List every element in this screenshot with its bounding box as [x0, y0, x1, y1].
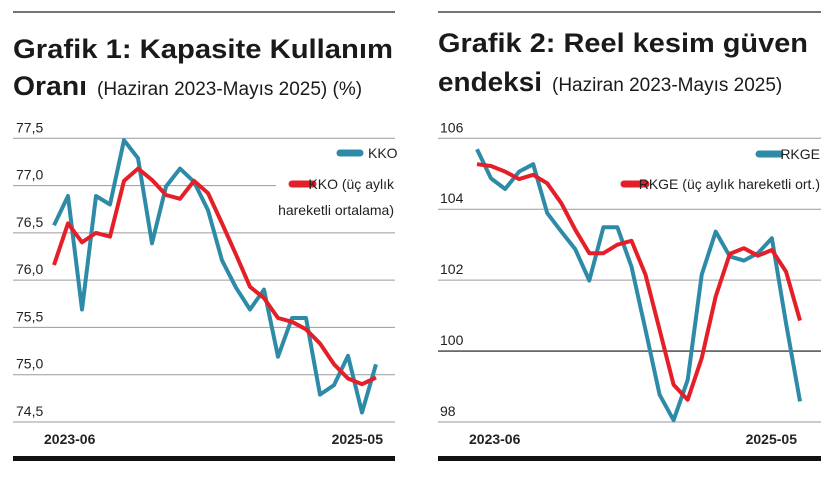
bottom-bar: [438, 456, 821, 461]
chart-2: Grafik 2: Reel kesim güven endeksi (Hazir…: [438, 11, 821, 461]
series-lines: [475, 148, 802, 423]
chart-title-bold: endeksi: [438, 67, 542, 97]
chart-title-line1: Grafik 2: Reel kesim güven: [438, 28, 808, 58]
series-line-main: [475, 148, 802, 423]
y-tick-label: 76,0: [16, 261, 43, 277]
grid: [438, 137, 821, 423]
y-tick-label: 75,5: [16, 308, 43, 324]
series-line-main: [52, 138, 378, 415]
x-tick-label: 2025-05: [746, 431, 798, 447]
legend: RKGE RKGE (üç aylık hareketli ort.): [620, 146, 820, 192]
y-tick-label: 77,5: [16, 119, 43, 135]
x-tick-label: 2023-06: [469, 431, 521, 447]
legend-label: RKGE: [780, 146, 820, 162]
y-tick-label: 76,5: [16, 214, 43, 230]
y-tick-label: 104: [440, 190, 464, 206]
legend-label: RKGE (üç aylık hareketli ort.): [639, 176, 820, 192]
chart-1: Grafik 1: Kapasite Kullanım Oranı (Hazira…: [13, 11, 398, 461]
chart-subtitle: (Haziran 2023-Mayıs 2025): [552, 75, 782, 96]
legend-label: KKO: [368, 145, 398, 161]
chart-title-line2: endeksi (Haziran 2023-Mayıs 2025): [438, 67, 782, 97]
chart-title-line1: Grafik 1: Kapasite Kullanım: [13, 34, 393, 64]
x-tick-label: 2025-05: [332, 431, 384, 447]
chart-title-bold: Oranı: [13, 71, 87, 101]
legend-label: KKO (üç aylık: [308, 176, 395, 192]
legend-label: hareketli ortalama): [278, 202, 394, 218]
y-tick-label: 77,0: [16, 167, 43, 183]
series-line-moving-average: [476, 162, 802, 402]
y-tick-label: 75,0: [16, 356, 43, 372]
x-tick-label: 2023-06: [44, 431, 96, 447]
y-tick-label: 74,5: [16, 403, 43, 419]
y-axis-ticks: 106 104 102 100 98: [440, 119, 464, 419]
y-axis-ticks: 77,5 77,0 76,5 76,0 75,5 75,0 74,5: [16, 119, 43, 419]
series-line-moving-average: [52, 166, 377, 387]
chart-subtitle: (Haziran 2023-Mayıs 2025) (%): [97, 79, 362, 100]
y-tick-label: 100: [440, 332, 464, 348]
legend: KKO KKO (üç aylık hareketli ortalama): [278, 145, 398, 218]
series-lines: [52, 138, 378, 415]
chart-title-line2: Oranı (Haziran 2023-Mayıs 2025) (%): [13, 71, 362, 101]
y-tick-label: 98: [440, 403, 456, 419]
bottom-bar: [13, 456, 395, 461]
y-tick-label: 102: [440, 261, 464, 277]
y-tick-label: 106: [440, 119, 464, 135]
